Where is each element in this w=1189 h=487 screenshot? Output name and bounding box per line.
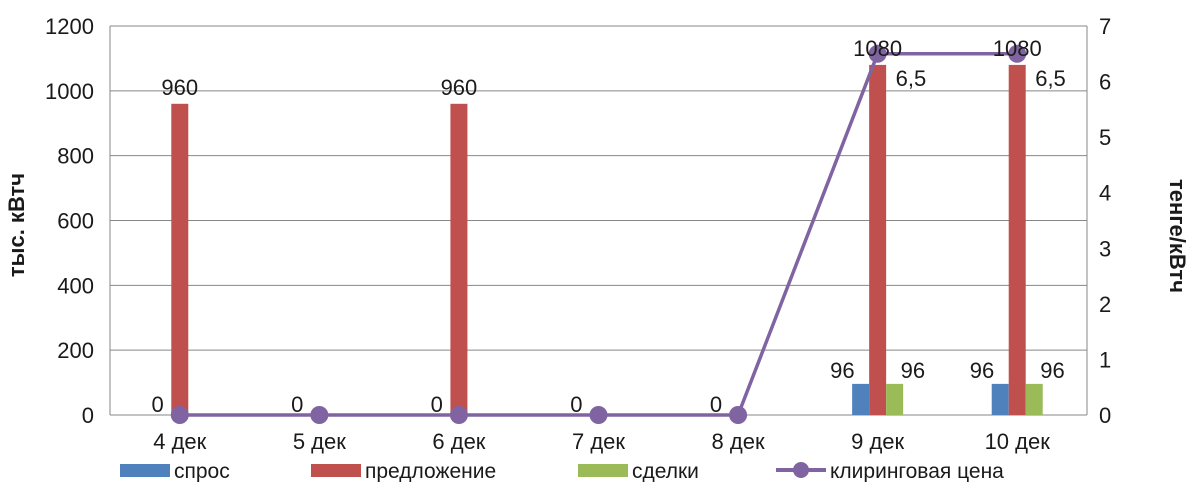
legend-swatch-предложение <box>311 464 361 477</box>
y2-tick-label: 0 <box>1099 403 1111 428</box>
data-label: 1080 <box>993 36 1042 61</box>
price-marker <box>589 406 608 424</box>
price-marker <box>729 406 748 424</box>
legend-label: предложение <box>365 460 496 482</box>
legend-label: спрос <box>174 460 230 482</box>
y-tick-label: 400 <box>57 273 94 298</box>
data-label: 960 <box>441 75 478 100</box>
x-tick-label: 10 дек <box>985 429 1051 454</box>
bar-сделки <box>1025 383 1043 415</box>
y-tick-label: 800 <box>57 144 94 169</box>
y2-tick-label: 2 <box>1099 292 1111 317</box>
data-label: 0 <box>152 392 164 417</box>
y2-axis-title: тенге/кВтч <box>1165 179 1189 293</box>
legend-swatch-marker <box>793 462 809 478</box>
y-tick-label: 600 <box>57 209 94 234</box>
x-tick-label: 4 дек <box>153 429 206 454</box>
bars <box>171 64 1043 416</box>
bar-предложение <box>1008 64 1026 416</box>
y2-tick-label: 5 <box>1099 125 1111 150</box>
y-axis-title: тыс. кВтч <box>4 173 29 277</box>
price-marker <box>449 406 468 424</box>
legend-swatch-спрос <box>120 464 170 477</box>
y2-tick-label: 6 <box>1099 70 1111 95</box>
data-label: 6,5 <box>896 66 927 91</box>
data-label: 0 <box>570 392 582 417</box>
data-label: 960 <box>161 75 198 100</box>
bar-спрос <box>991 383 1009 415</box>
price-marker <box>868 44 887 63</box>
data-label: 96 <box>901 358 925 383</box>
data-label: 6,5 <box>1035 66 1066 91</box>
y2-tick-label: 3 <box>1099 236 1111 261</box>
y-tick-label: 0 <box>82 403 94 428</box>
legend-swatch-сделки <box>578 464 628 477</box>
bar-спрос <box>852 383 870 415</box>
bar-предложение <box>869 64 887 416</box>
y2-tick-label: 7 <box>1099 14 1111 39</box>
y-tick-label: 1200 <box>45 14 94 39</box>
price-marker <box>310 406 329 424</box>
y2-tick-label: 4 <box>1099 181 1111 206</box>
price-marker <box>170 406 189 424</box>
data-label: 96 <box>970 358 994 383</box>
data-label: 0 <box>710 392 722 417</box>
legend-label: сделки <box>632 460 699 482</box>
price-line-path <box>179 52 1018 417</box>
bar-предложение <box>450 103 468 416</box>
price-marker <box>1008 44 1027 63</box>
x-tick-label: 5 дек <box>293 429 346 454</box>
data-label: 96 <box>1040 358 1064 383</box>
data-label: 96 <box>830 358 854 383</box>
legend-label: клиринговая цена <box>830 460 1004 482</box>
bar-предложение <box>171 103 189 416</box>
data-label: 0 <box>431 392 443 417</box>
y2-tick-label: 1 <box>1099 347 1111 372</box>
data-label: 0 <box>291 392 303 417</box>
y-tick-label: 200 <box>57 338 94 363</box>
legend: спрос предложение сделки клиринговая цена <box>120 460 1004 483</box>
gridlines <box>109 25 1088 416</box>
x-tick-label: 9 дек <box>851 429 904 454</box>
x-tick-label: 6 дек <box>432 429 485 454</box>
x-tick-label: 7 дек <box>572 429 625 454</box>
x-tick-label: 8 дек <box>712 429 765 454</box>
data-label: 1080 <box>853 36 902 61</box>
y-tick-label: 1000 <box>45 79 94 104</box>
bar-сделки <box>886 383 904 415</box>
price-line <box>170 44 1027 424</box>
axis-ticks: 0 200 400 600 800 1000 1200 0 1 2 3 4 5 6 7 4 дек 5 дек 6… <box>45 14 1111 454</box>
